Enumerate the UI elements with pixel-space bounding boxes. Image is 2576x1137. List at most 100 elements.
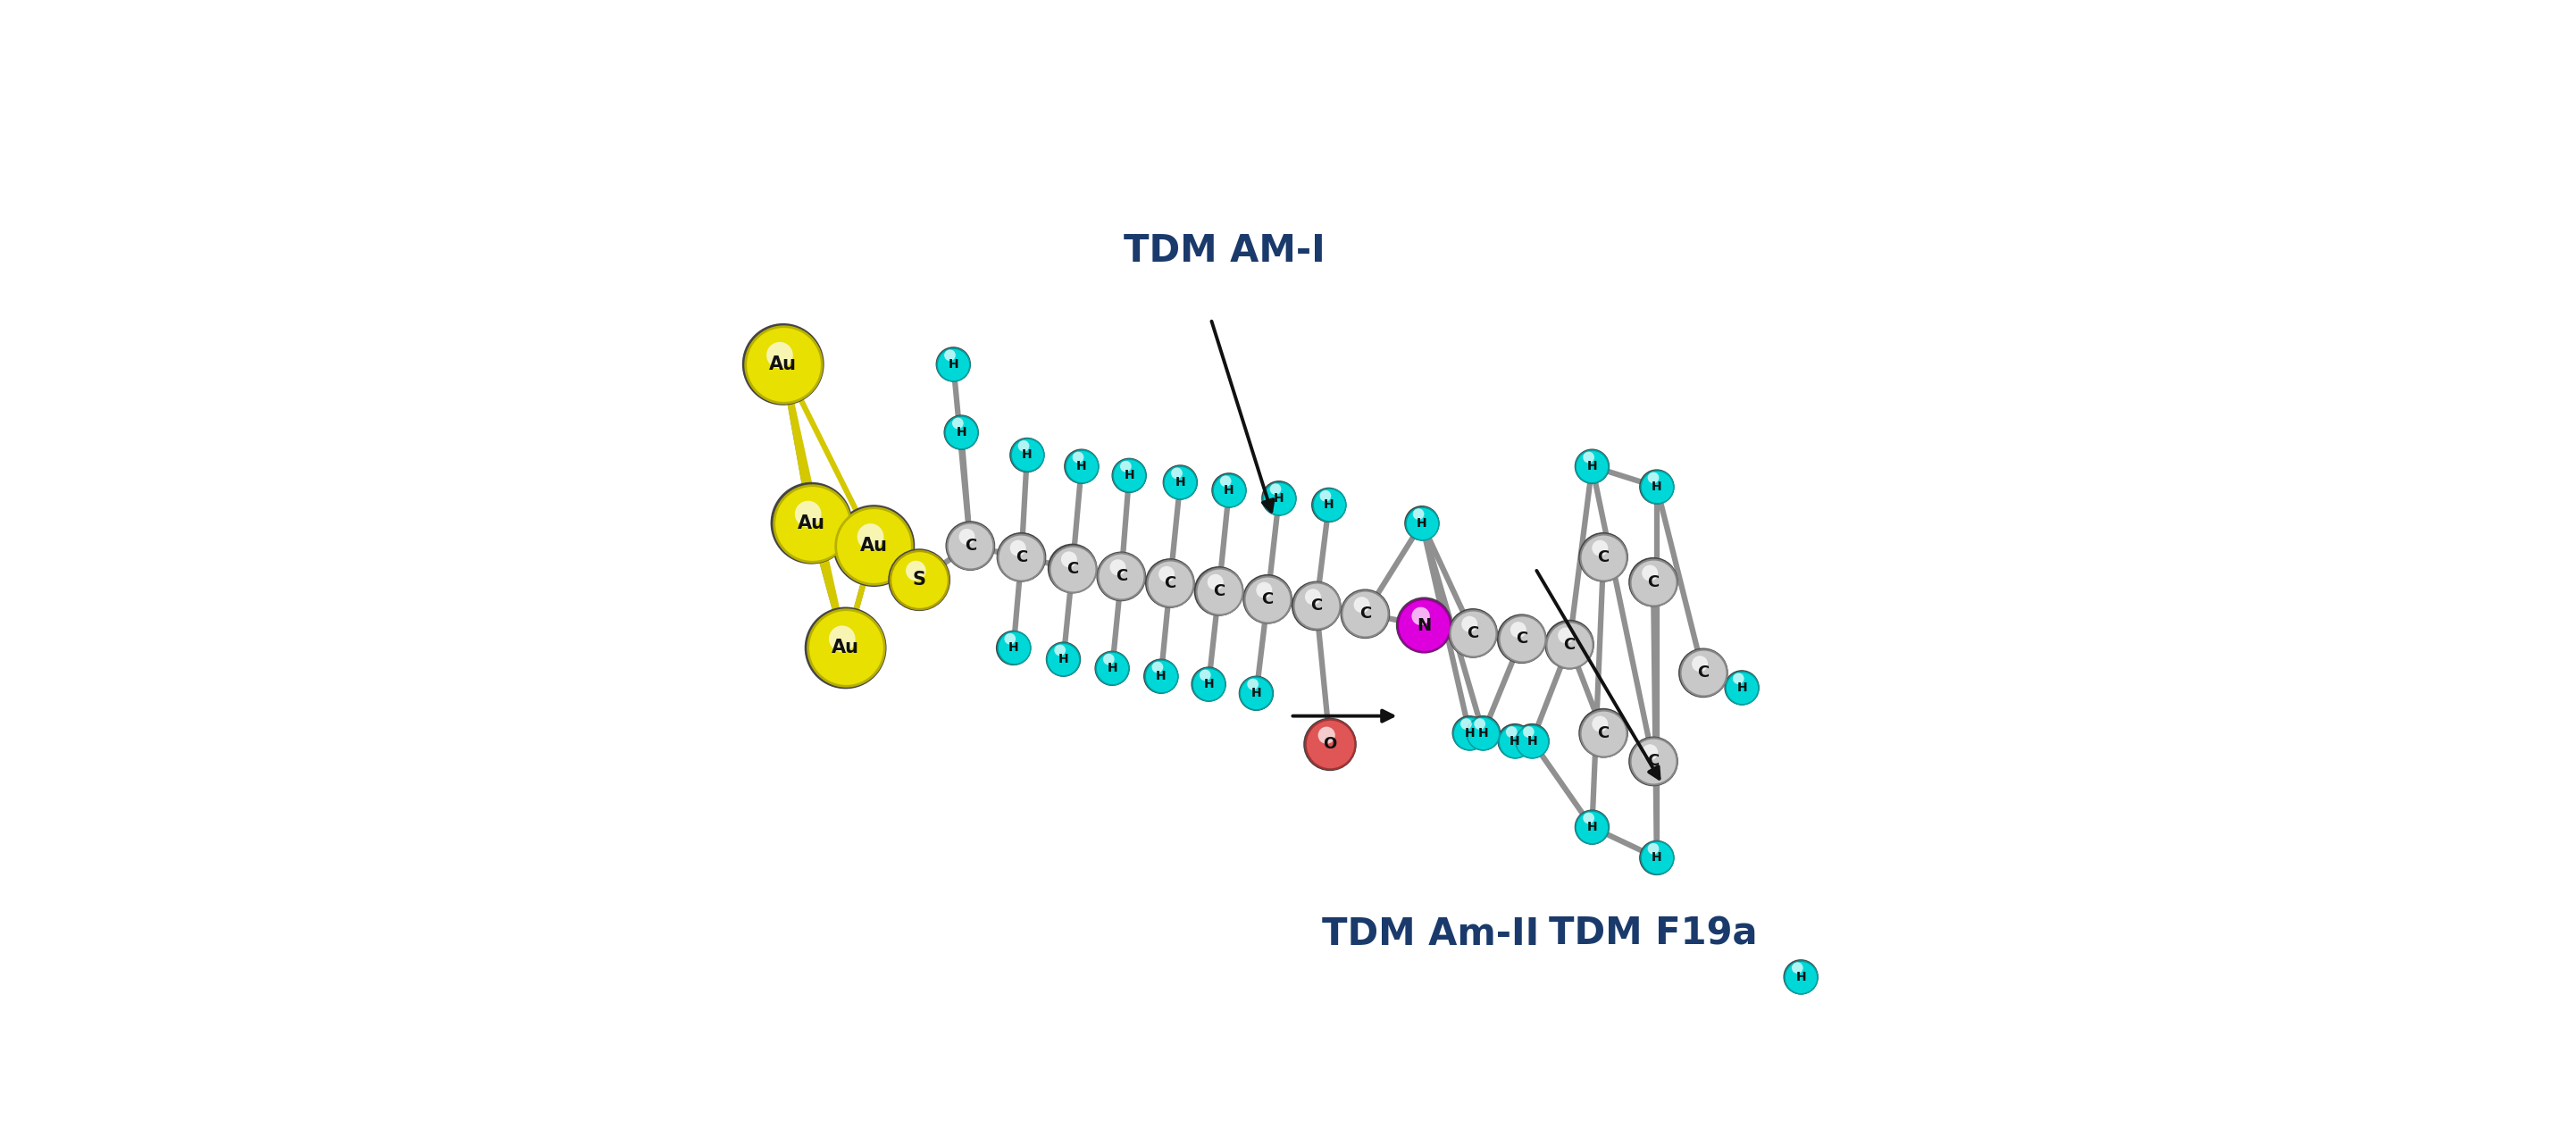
Point bbox=[1296, 597, 1337, 615]
Point bbox=[1721, 679, 1762, 697]
Point bbox=[1494, 732, 1535, 750]
Point bbox=[1296, 597, 1337, 615]
Text: H: H bbox=[1651, 852, 1662, 864]
Point bbox=[1061, 457, 1103, 475]
Text: TDM AM-I: TDM AM-I bbox=[1123, 232, 1324, 269]
Point bbox=[1244, 581, 1285, 599]
Text: H: H bbox=[1252, 687, 1262, 699]
Point bbox=[824, 639, 866, 657]
Point bbox=[1092, 659, 1133, 678]
Point bbox=[1007, 446, 1048, 464]
Point bbox=[1628, 564, 1669, 582]
Point bbox=[1157, 464, 1198, 482]
Text: H: H bbox=[1587, 460, 1597, 473]
Point bbox=[1051, 559, 1092, 578]
Text: C: C bbox=[1649, 574, 1659, 590]
Point bbox=[1043, 650, 1084, 669]
Point bbox=[1141, 667, 1182, 686]
Point bbox=[762, 355, 804, 373]
Point bbox=[1051, 559, 1092, 578]
Point bbox=[940, 423, 981, 441]
Text: TDM F19a: TDM F19a bbox=[1548, 915, 1757, 953]
Point bbox=[1463, 724, 1504, 742]
Point bbox=[1582, 548, 1623, 566]
Text: H: H bbox=[1023, 449, 1033, 462]
Point bbox=[1092, 659, 1133, 678]
Point bbox=[1007, 446, 1048, 464]
Text: C: C bbox=[1649, 754, 1659, 770]
Text: H: H bbox=[1795, 971, 1806, 984]
Point bbox=[1636, 478, 1677, 496]
Point bbox=[1208, 481, 1249, 499]
Point bbox=[1582, 548, 1623, 566]
Text: H: H bbox=[1203, 678, 1213, 690]
Point bbox=[940, 423, 981, 441]
Text: H: H bbox=[1324, 499, 1334, 512]
Point bbox=[938, 414, 979, 432]
Point bbox=[1100, 567, 1141, 586]
Point bbox=[992, 639, 1033, 657]
Point bbox=[1195, 573, 1236, 591]
Text: H: H bbox=[1175, 476, 1185, 489]
Point bbox=[1401, 514, 1443, 532]
Text: C: C bbox=[1564, 637, 1577, 653]
Text: N: N bbox=[1417, 616, 1432, 633]
Point bbox=[899, 571, 940, 589]
Point bbox=[1569, 810, 1610, 828]
Point bbox=[1546, 626, 1587, 645]
Point bbox=[1633, 753, 1674, 771]
Point bbox=[760, 346, 801, 364]
Text: C: C bbox=[1015, 549, 1028, 565]
Point bbox=[1448, 724, 1489, 742]
Text: C: C bbox=[1213, 583, 1224, 599]
Point bbox=[1404, 616, 1445, 634]
Point bbox=[1458, 715, 1499, 733]
Text: H: H bbox=[1736, 681, 1747, 694]
Point bbox=[1097, 558, 1139, 576]
Point bbox=[1633, 468, 1674, 487]
Point bbox=[1680, 655, 1721, 673]
Point bbox=[853, 537, 894, 555]
Point bbox=[1309, 496, 1350, 514]
Point bbox=[1059, 448, 1100, 466]
Point bbox=[1633, 573, 1674, 591]
Point bbox=[1571, 819, 1613, 837]
Point bbox=[997, 539, 1038, 557]
Text: Au: Au bbox=[832, 639, 860, 657]
Text: H: H bbox=[956, 426, 966, 439]
Point bbox=[992, 639, 1033, 657]
Point bbox=[1236, 684, 1278, 703]
Point bbox=[850, 528, 891, 546]
Point bbox=[1236, 684, 1278, 703]
Point bbox=[1048, 550, 1090, 568]
Point bbox=[1105, 457, 1146, 475]
Text: H: H bbox=[1108, 662, 1118, 674]
Point bbox=[1636, 478, 1677, 496]
Point bbox=[1718, 670, 1759, 688]
Text: C: C bbox=[1360, 606, 1370, 622]
Text: Au: Au bbox=[860, 537, 889, 555]
Text: S: S bbox=[912, 571, 925, 589]
Point bbox=[853, 537, 894, 555]
Point bbox=[1682, 664, 1723, 682]
Point bbox=[1512, 732, 1553, 750]
Point bbox=[1569, 448, 1610, 466]
Point bbox=[1208, 481, 1249, 499]
Point bbox=[1721, 679, 1762, 697]
Point bbox=[1247, 590, 1288, 608]
Point bbox=[951, 537, 992, 555]
Point bbox=[1345, 605, 1386, 623]
Text: C: C bbox=[963, 538, 976, 554]
Text: H: H bbox=[1587, 821, 1597, 833]
Point bbox=[1633, 753, 1674, 771]
Point bbox=[1579, 539, 1620, 557]
Point bbox=[899, 571, 940, 589]
Point bbox=[1582, 724, 1623, 742]
Point bbox=[1571, 819, 1613, 837]
Text: H: H bbox=[1417, 517, 1427, 530]
Point bbox=[1198, 582, 1239, 600]
Point bbox=[1401, 607, 1443, 625]
Text: H: H bbox=[1059, 653, 1069, 665]
Text: H: H bbox=[1007, 641, 1018, 654]
Point bbox=[1579, 715, 1620, 733]
